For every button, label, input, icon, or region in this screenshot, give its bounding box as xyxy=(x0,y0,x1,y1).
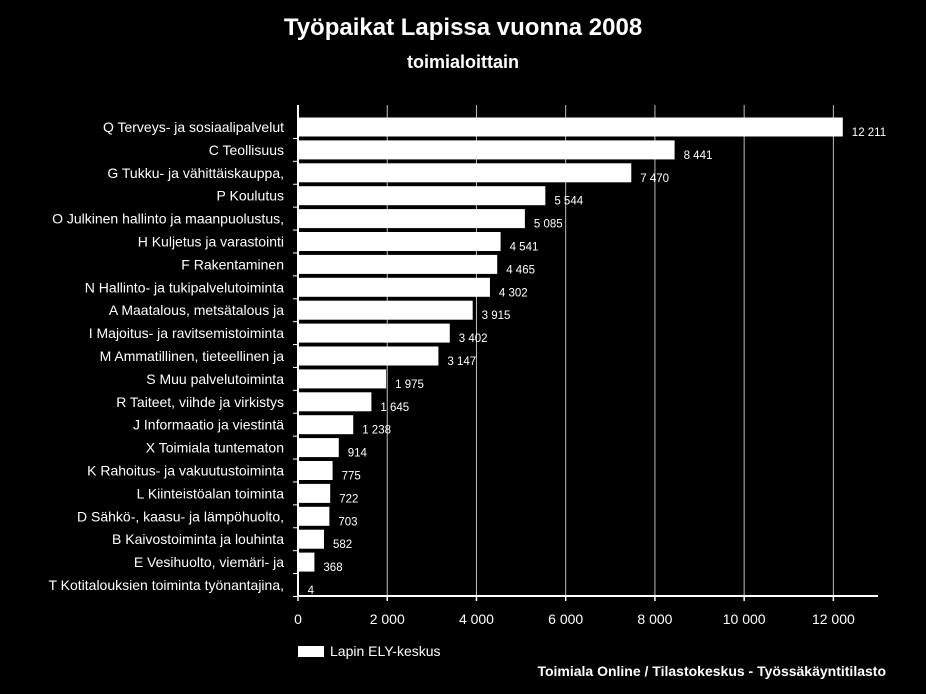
data-label: 368 xyxy=(323,562,342,574)
x-tick-label: 0 xyxy=(294,611,302,627)
category-label: N Hallinto- ja tukipalvelutoiminta xyxy=(85,279,284,295)
category-label: E Vesihuolto, viemäri- ja xyxy=(134,554,284,570)
bar xyxy=(298,163,632,183)
category-label: R Taiteet, viihde ja virkistys xyxy=(116,394,284,410)
category-label: X Toimiala tuntematon xyxy=(146,440,284,456)
category-label: K Rahoitus- ja vakuutustoiminta xyxy=(87,463,284,479)
data-label: 4 465 xyxy=(506,264,535,276)
x-tick-label: 10 000 xyxy=(723,611,766,627)
data-label: 4 xyxy=(308,585,315,597)
data-label: 4 302 xyxy=(499,287,528,299)
category-label: O Julkinen hallinto ja maanpuolustus, xyxy=(52,211,284,227)
chart-title: Työpaikat Lapissa vuonna 2008 xyxy=(283,14,643,41)
category-label: G Tukku- ja vähittäiskauppa, xyxy=(107,165,284,181)
bar xyxy=(298,483,331,503)
category-label: S Muu palvelutoiminta xyxy=(146,371,284,387)
category-label: L Kiinteistöalan toiminta xyxy=(137,485,285,501)
chart-subtitle: toimialoittain xyxy=(407,52,519,72)
bar xyxy=(298,369,387,389)
data-label: 12 211 xyxy=(852,127,886,139)
x-tick-label: 12 000 xyxy=(812,611,855,627)
bar xyxy=(298,438,339,458)
data-label: 5 085 xyxy=(534,219,563,231)
category-label: J Informaatio ja viestintä xyxy=(133,417,284,433)
bar xyxy=(298,323,450,343)
data-label: 703 xyxy=(338,516,357,528)
bar xyxy=(298,506,330,526)
data-label: 8 441 xyxy=(684,150,713,162)
category-label: I Majoitus- ja ravitsemistoiminta xyxy=(89,325,284,341)
data-label: 5 544 xyxy=(554,196,583,208)
legend-swatch xyxy=(298,645,324,657)
bar xyxy=(298,392,372,412)
bar xyxy=(298,209,525,229)
x-tick-label: 4 000 xyxy=(459,611,494,627)
bars xyxy=(298,117,843,595)
data-label: 1 238 xyxy=(362,425,391,437)
bar xyxy=(298,232,501,251)
data-label: 914 xyxy=(348,448,368,460)
bar xyxy=(298,300,473,320)
data-label: 7 470 xyxy=(640,173,669,185)
category-label: H Kuljetus ja varastointi xyxy=(138,234,284,250)
labels: 0 2 000 4 000 6 000 8 000 10 000 12 000 Q Terve… xyxy=(48,119,886,627)
source-note: Toimiala Online / Tilastokeskus - Työssä… xyxy=(537,663,886,679)
category-label: Q Terveys- ja sosiaalipalvelut xyxy=(103,119,284,135)
bar xyxy=(298,254,498,274)
data-label: 3 915 xyxy=(482,310,511,322)
bar xyxy=(298,117,843,137)
legend: Lapin ELY-keskus xyxy=(298,643,441,659)
data-label: 775 xyxy=(342,471,361,483)
category-label: P Koulutus xyxy=(217,188,284,204)
x-tick-label: 8 000 xyxy=(637,611,672,627)
category-label: A Maatalous, metsätalous ja xyxy=(109,302,284,318)
bar xyxy=(298,461,333,480)
data-label: 582 xyxy=(333,539,352,551)
category-label: C Teollisuus xyxy=(209,142,284,158)
bar xyxy=(298,140,675,160)
bar xyxy=(298,277,490,297)
bar xyxy=(298,346,439,366)
data-label: 4 541 xyxy=(510,242,539,254)
bar xyxy=(298,186,546,206)
x-tick-label: 6 000 xyxy=(548,611,583,627)
category-label: T Kotitalouksien toiminta työnantajina, xyxy=(48,577,284,593)
bar xyxy=(298,529,324,549)
data-label: 722 xyxy=(339,493,358,505)
legend-label: Lapin ELY-keskus xyxy=(330,643,441,659)
bar xyxy=(298,415,354,435)
x-tick-label: 2 000 xyxy=(370,611,405,627)
axes xyxy=(293,105,878,601)
data-label: 1 645 xyxy=(380,402,409,414)
category-label: B Kaivostoiminta ja louhinta xyxy=(112,531,284,547)
category-label: F Rakentaminen xyxy=(181,256,284,272)
bar xyxy=(298,552,315,572)
data-label: 3 402 xyxy=(459,333,488,345)
data-label: 3 147 xyxy=(447,356,476,368)
data-label: 1 975 xyxy=(395,379,424,391)
category-label: M Ammatillinen, tieteellinen ja xyxy=(100,348,285,364)
category-label: D Sähkö-, kaasu- ja lämpöhuolto, xyxy=(77,508,284,524)
